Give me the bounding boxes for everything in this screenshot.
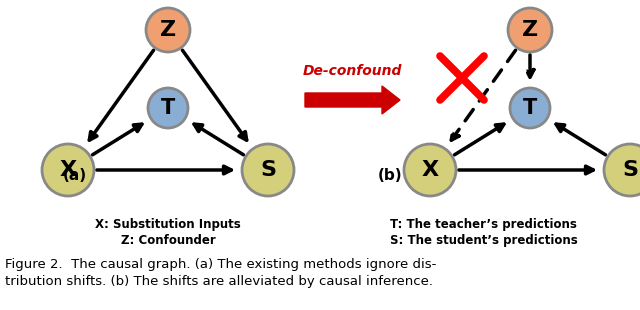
Text: Figure 2.  The causal graph. (a) The existing methods ignore dis-: Figure 2. The causal graph. (a) The exis… [5, 258, 436, 271]
FancyArrow shape [305, 86, 400, 114]
Text: (b): (b) [378, 167, 403, 183]
Circle shape [604, 144, 640, 196]
Text: De-confound: De-confound [303, 64, 402, 78]
Text: T: The teacher’s predictions: T: The teacher’s predictions [390, 218, 577, 231]
Text: X: X [421, 160, 438, 180]
Text: T: T [523, 98, 537, 118]
Circle shape [42, 144, 94, 196]
Circle shape [508, 8, 552, 52]
Text: (a): (a) [63, 167, 87, 183]
Circle shape [510, 88, 550, 128]
Text: Z: Z [160, 20, 176, 40]
Text: X: X [60, 160, 77, 180]
Text: X: Substitution Inputs: X: Substitution Inputs [95, 218, 241, 231]
Text: tribution shifts. (b) The shifts are alleviated by causal inference.: tribution shifts. (b) The shifts are all… [5, 275, 433, 288]
Circle shape [242, 144, 294, 196]
Text: S: S [260, 160, 276, 180]
Circle shape [404, 144, 456, 196]
Text: S: S [622, 160, 638, 180]
Text: Z: Z [522, 20, 538, 40]
Circle shape [146, 8, 190, 52]
Text: S: The student’s predictions: S: The student’s predictions [390, 234, 578, 247]
Circle shape [148, 88, 188, 128]
Text: T: T [161, 98, 175, 118]
Text: Z: Confounder: Z: Confounder [120, 234, 216, 247]
